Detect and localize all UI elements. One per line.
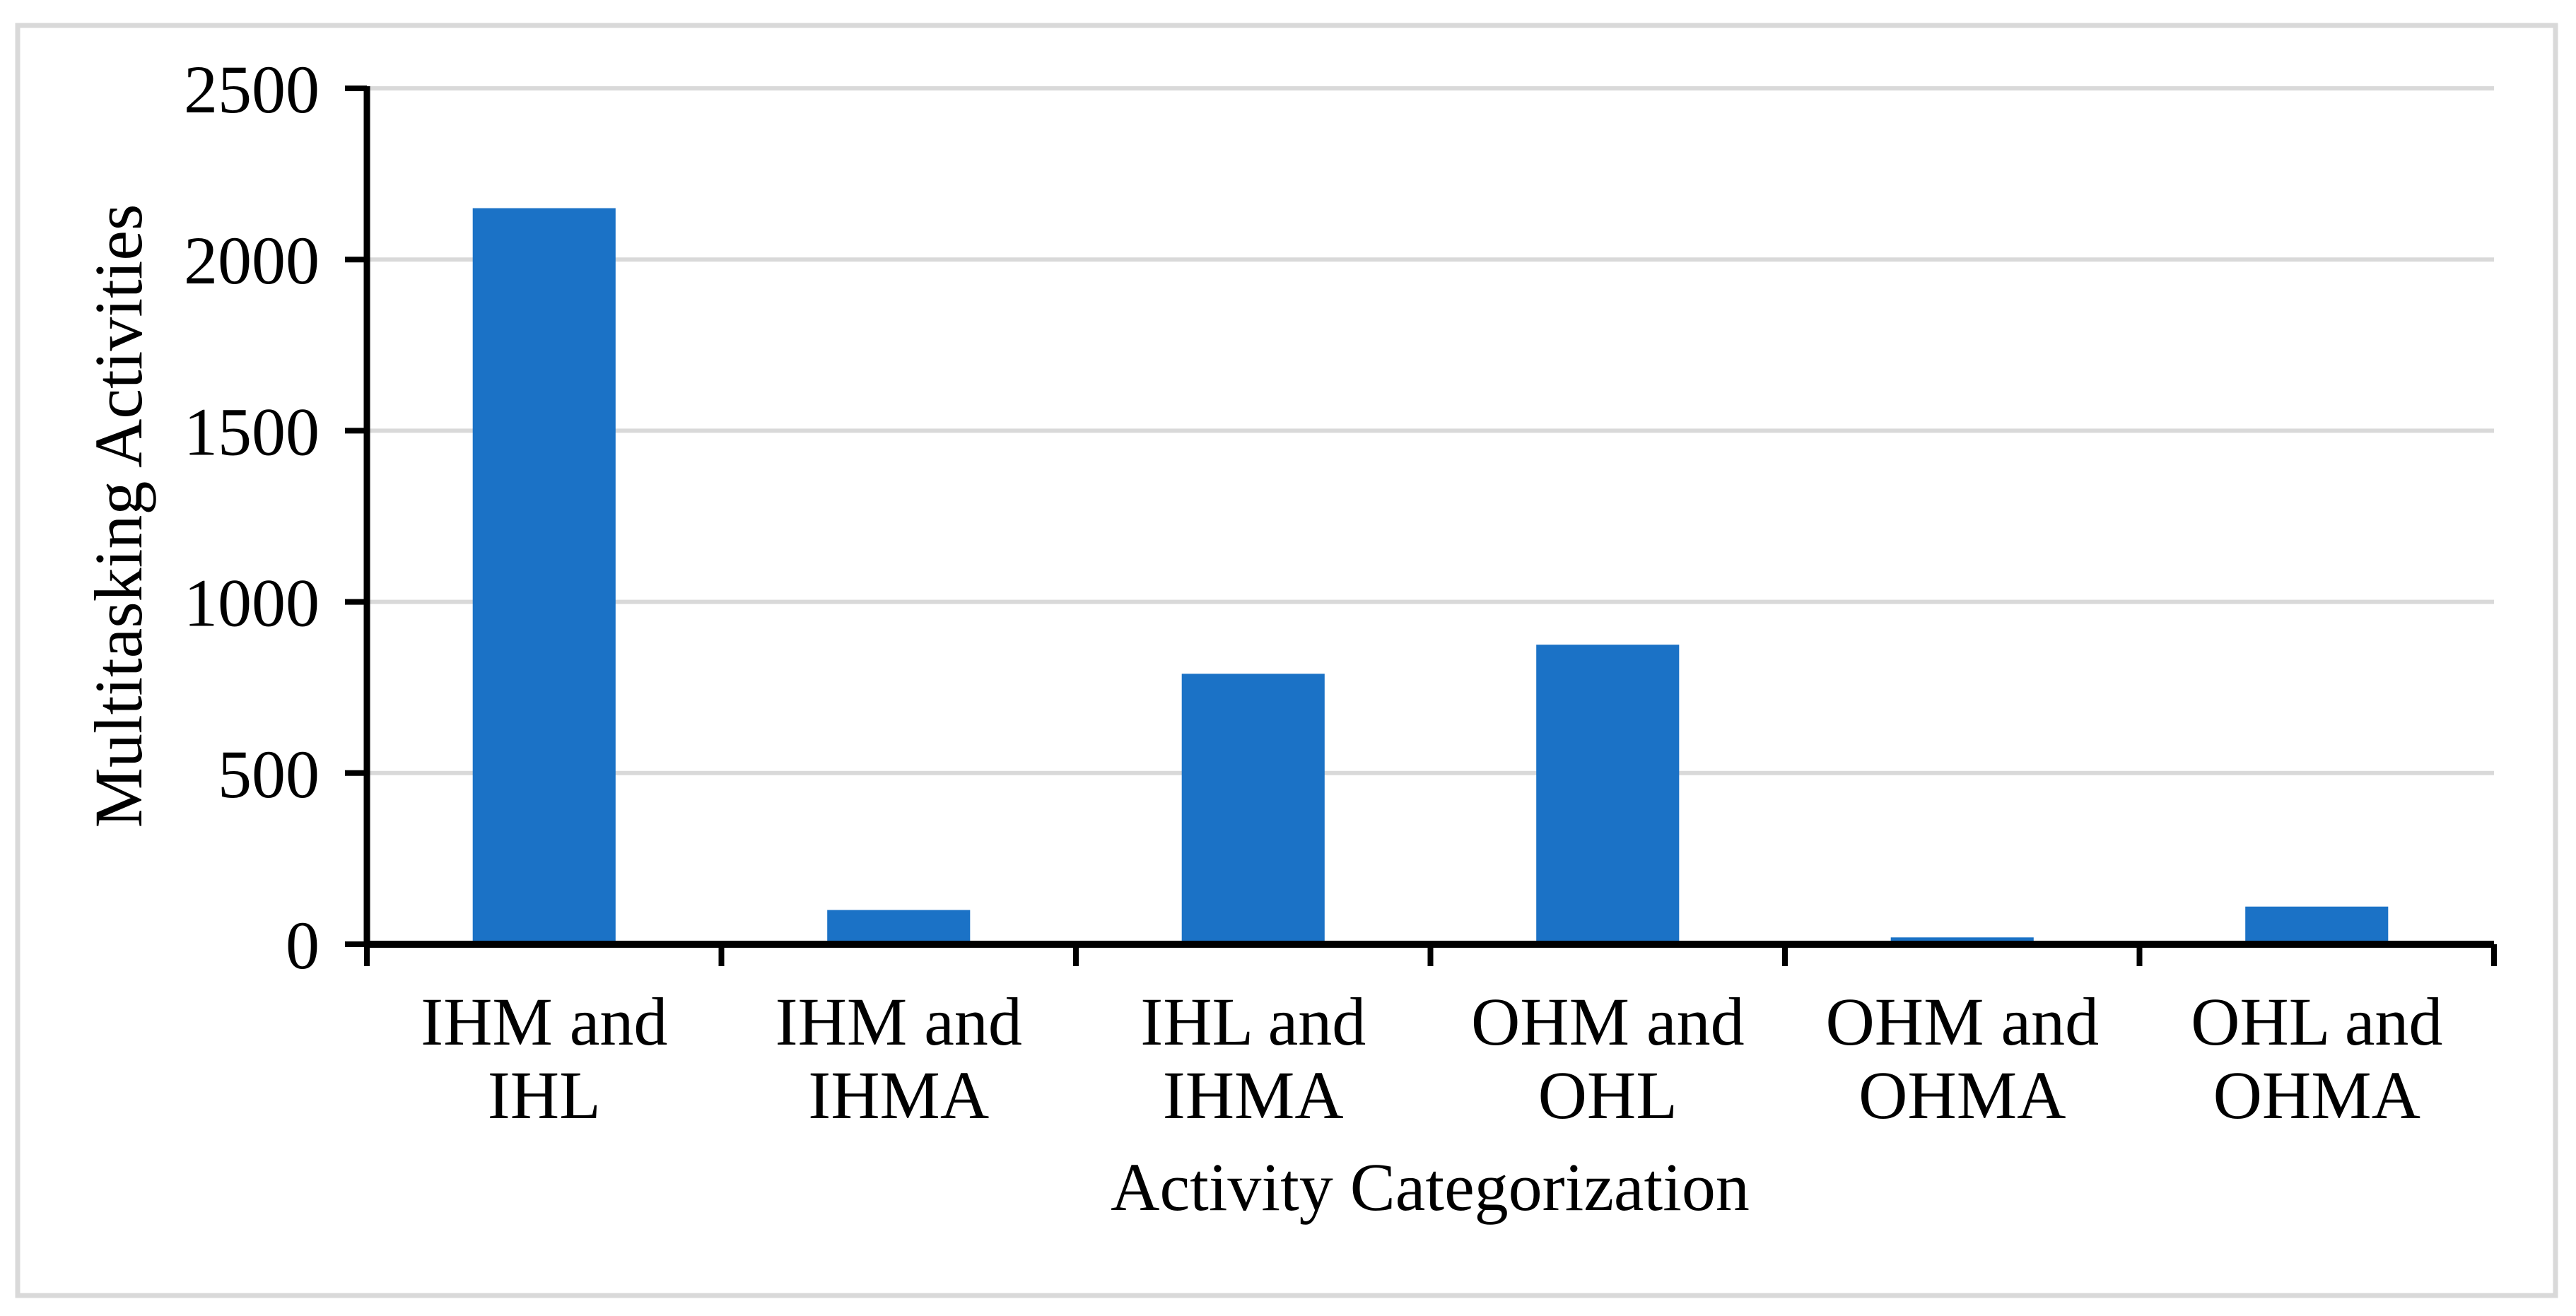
chart-frame-border xyxy=(15,23,2558,1298)
gridlines-layer xyxy=(367,86,2494,775)
x-category-label-line2: IHMA xyxy=(1163,1057,1344,1133)
y-tick-label-0: 0 xyxy=(286,907,320,983)
x-category-label-ohm-and-ohl: OHM and OHL xyxy=(1471,984,1745,1133)
x-category-label-line1: IHL and xyxy=(1140,984,1366,1059)
x-category-label-ihl-and-ihma: IHL and IHMA xyxy=(1140,984,1366,1133)
y-tick-label-2000: 2000 xyxy=(184,223,320,298)
x-category-label-line1: OHM and xyxy=(1471,984,1745,1059)
x-axis-title: Activity Categorization xyxy=(1111,1149,1750,1225)
bar-ohl-and-ohma xyxy=(2245,906,2389,944)
x-category-label-ohm-and-ohma: OHM and OHMA xyxy=(1825,984,2099,1133)
bar-ihm-and-ihma xyxy=(827,910,971,944)
y-tick-label-500: 500 xyxy=(218,736,320,812)
axes-layer xyxy=(345,86,2497,966)
x-category-label-line2: OHL xyxy=(1538,1057,1678,1133)
x-category-label-line1: OHM and xyxy=(1825,984,2099,1059)
x-category-label-ohl-and-ohma: OHL and OHMA xyxy=(2191,984,2442,1133)
x-category-label-line2: OHMA xyxy=(1858,1057,2066,1133)
x-category-label-line1: OHL and xyxy=(2191,984,2442,1059)
x-category-label-line1: IHM and xyxy=(775,984,1022,1059)
bar-ohm-and-ohl xyxy=(1536,645,1680,944)
bar-ihl-and-ihma xyxy=(1181,674,1325,944)
x-category-label-line2: OHMA xyxy=(2213,1057,2420,1133)
x-category-label-ihm-and-ihma: IHM and IHMA xyxy=(775,984,1022,1133)
x-category-label-line2: IHL xyxy=(488,1057,601,1133)
bars-layer xyxy=(472,208,2389,944)
y-tick-label-1500: 1500 xyxy=(184,394,320,469)
x-category-label-ihm-and-ihl: IHM and IHL xyxy=(421,984,667,1133)
x-category-label-line1: IHM and xyxy=(421,984,667,1059)
y-tick-label-2500: 2500 xyxy=(184,52,320,127)
bar-ihm-and-ihl xyxy=(472,208,616,944)
y-tick-label-1000: 1000 xyxy=(184,565,320,641)
y-axis-title: Multitasking Activities xyxy=(81,204,156,828)
x-category-label-line2: IHMA xyxy=(808,1057,989,1133)
